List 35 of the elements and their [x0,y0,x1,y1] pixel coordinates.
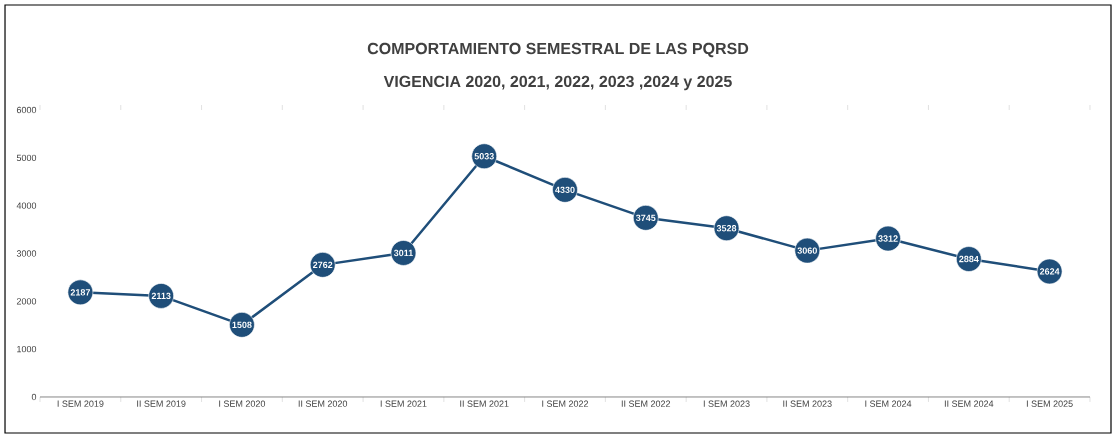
x-tick-label: II SEM 2019 [137,400,186,407]
x-tick-label: I SEM 2021 [380,400,427,407]
data-label: 4330 [555,186,575,194]
x-tick-label: I SEM 2020 [219,400,266,407]
data-label: 3528 [716,225,737,232]
chart-subtitle: VIGENCIA 2020, 2021, 2022, 2023 ,2024 y 2025 [383,75,732,91]
x-tick-label: II SEM 2021 [460,400,509,407]
y-tick-label: 3000 [16,250,37,257]
x-tick-label: I SEM 2019 [57,400,104,407]
y-tick-label: 0 [31,393,37,401]
data-label: 2884 [959,255,979,263]
y-tick-label: 5000 [16,154,37,162]
x-tick-label: I SEM 2025 [1026,400,1073,407]
data-label: 2624 [1039,268,1060,275]
data-label: 1508 [232,321,252,329]
x-tick-label: I SEM 2022 [542,400,589,407]
chart-title: COMPORTAMIENTO SEMESTRAL DE LAS PQRSD [367,42,749,58]
x-tick-label: II SEM 2024 [944,400,994,407]
data-label: 2187 [70,289,91,296]
data-label: 2762 [313,261,333,269]
y-tick-label: 6000 [16,106,37,114]
x-tick-label: I SEM 2024 [865,400,912,407]
y-tick-label: 1000 [17,345,37,353]
x-tick-label: II SEM 2020 [298,400,348,407]
data-label: 5033 [474,153,494,160]
data-label: 3745 [635,214,656,222]
x-tick-label: II SEM 2022 [621,400,671,407]
data-label: 3060 [797,247,817,254]
data-label: 3312 [878,235,898,242]
x-tick-label: I SEM 2023 [703,400,750,407]
y-tick-label: 4000 [16,202,37,209]
x-tick-label: II SEM 2023 [783,400,832,407]
y-tick-label: 2000 [16,298,37,305]
data-label: 2113 [151,292,171,300]
data-label: 3011 [393,249,413,257]
